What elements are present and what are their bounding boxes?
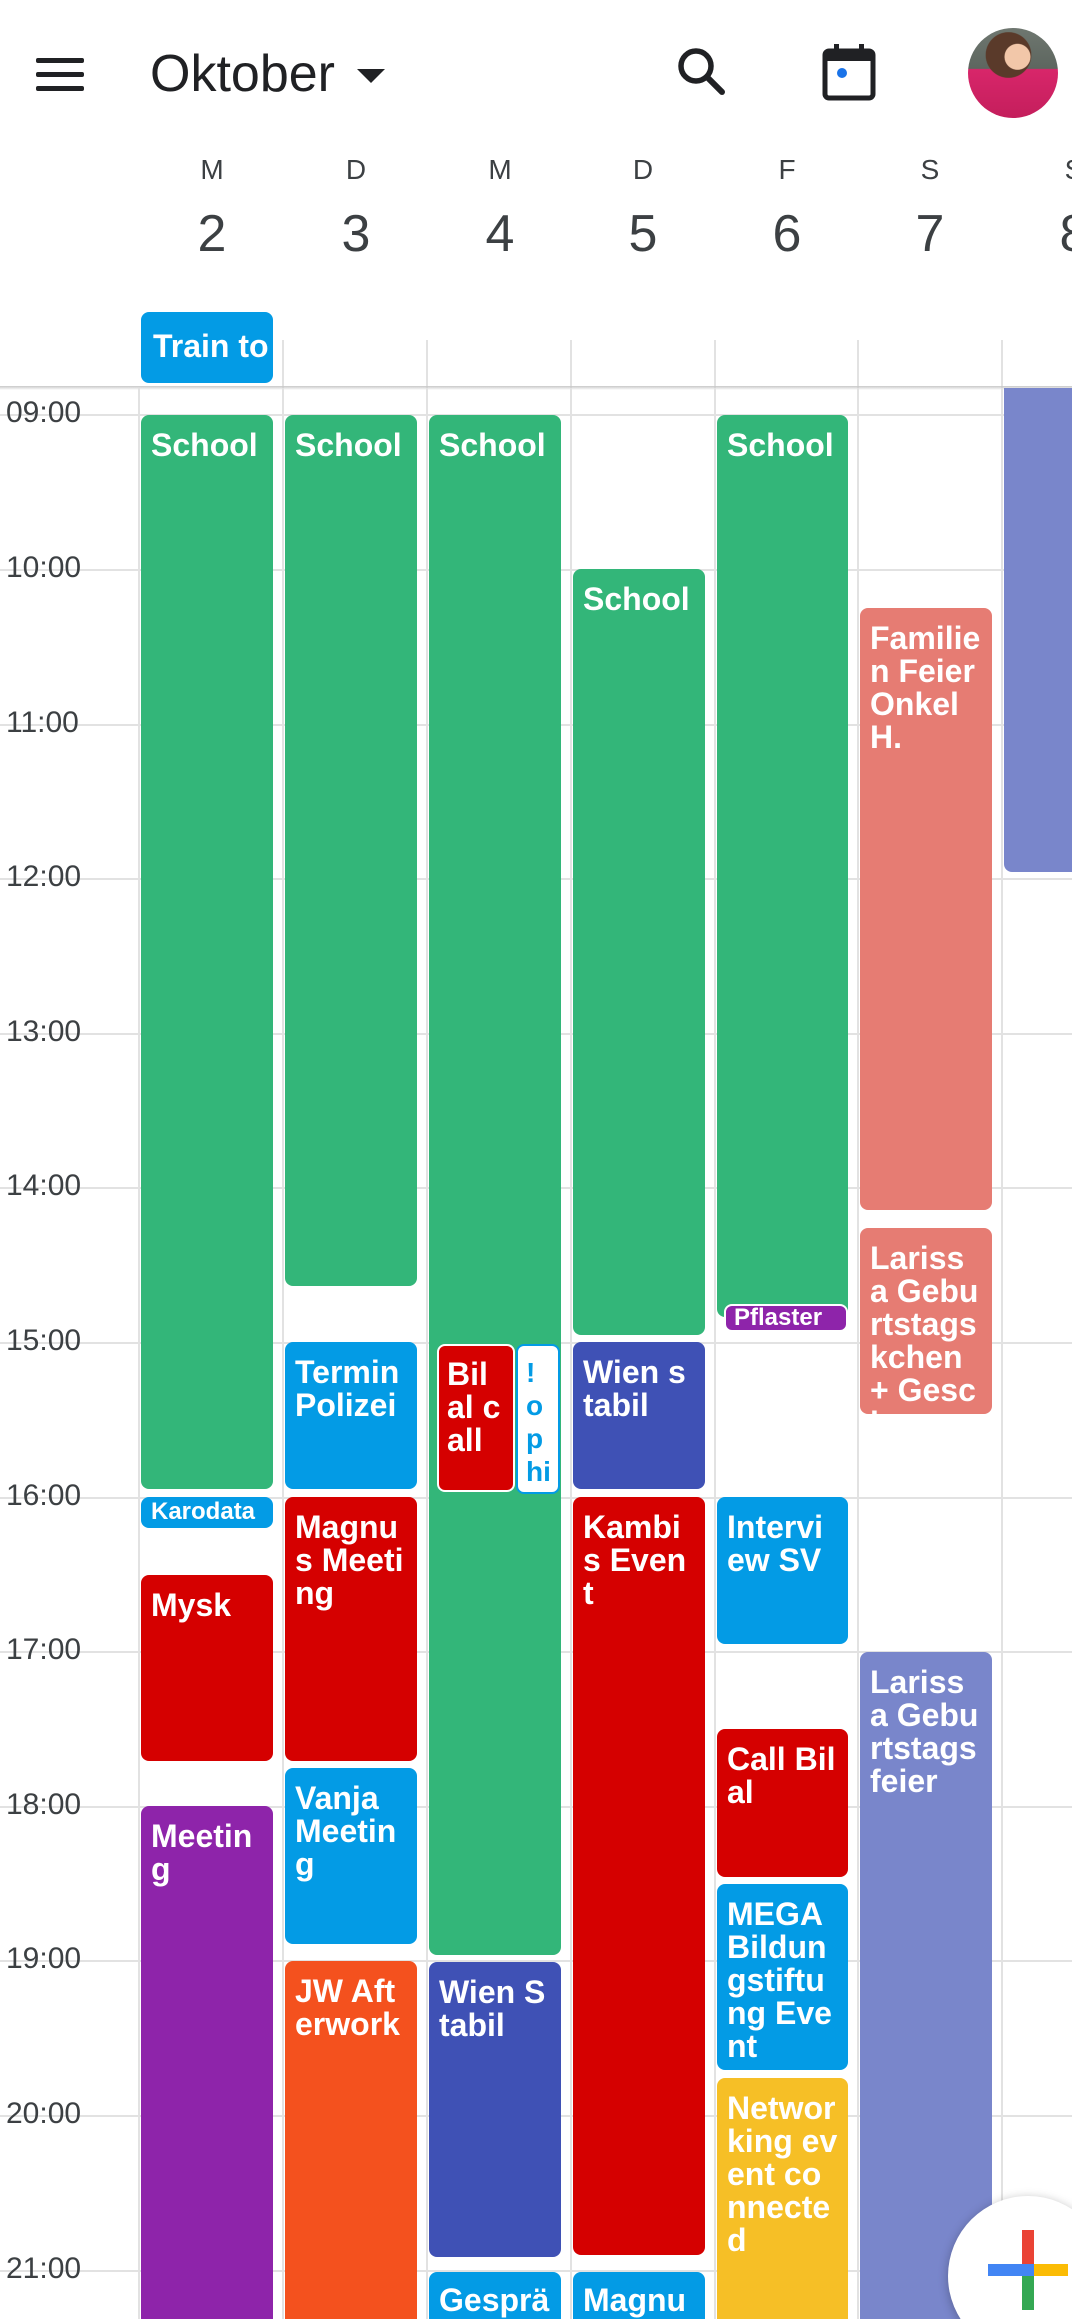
time-label: 09:00 — [6, 396, 82, 429]
event-block[interactable]: School — [717, 415, 848, 1317]
day-number: 4 — [485, 205, 515, 263]
create-event-button[interactable] — [948, 2196, 1072, 2319]
day-number: 2 — [197, 205, 227, 263]
calendar-today-icon[interactable] — [818, 40, 882, 104]
plus-icon — [988, 2230, 1068, 2310]
event-block[interactable]: Kambis Event — [573, 1497, 705, 2255]
top-app-bar: Oktober — [0, 0, 1072, 148]
day-header-tue[interactable]: D 3 — [284, 150, 428, 264]
event-block[interactable]: Karodata — [141, 1497, 273, 1528]
event-block[interactable]: Magnus Meeting — [285, 1497, 417, 1761]
event-block[interactable]: Interview SV — [717, 1497, 848, 1644]
all-day-event[interactable]: Train to — [141, 312, 273, 383]
event-block[interactable]: School — [285, 415, 417, 1286]
search-icon[interactable] — [670, 40, 734, 104]
event-block[interactable]: Networking event connected — [717, 2078, 848, 2319]
caret-down-icon — [356, 69, 385, 83]
day-header-wed[interactable]: M 4 — [428, 150, 572, 264]
all-day-row: Train to — [0, 300, 1072, 388]
day-number: 6 — [772, 205, 802, 263]
event-block[interactable]: Bilal call — [437, 1344, 515, 1492]
day-number: 3 — [341, 205, 371, 263]
time-label: 11:00 — [6, 706, 79, 739]
day-name: S — [1002, 150, 1072, 190]
event-block[interactable]: Meeting — [141, 1806, 273, 2319]
day-header-thu[interactable]: D 5 — [571, 150, 715, 264]
month-selector[interactable]: Oktober — [150, 36, 385, 112]
time-label: 21:00 — [6, 2252, 82, 2285]
day-name: F — [778, 154, 796, 185]
day-name: D — [345, 154, 367, 185]
event-block[interactable]: Wien stabil — [573, 1342, 705, 1489]
event-block[interactable]: School — [573, 569, 705, 1335]
event-block[interactable]: ! ophi — [516, 1344, 560, 1494]
event-block[interactable]: Larissa Geburtstagskchen + Gesch — [860, 1228, 992, 1414]
day-header-mon[interactable]: M 2 — [140, 150, 284, 264]
event-block[interactable]: Pflaster — [724, 1304, 848, 1332]
event-block[interactable] — [1004, 388, 1072, 872]
day-number: 8 — [1002, 204, 1072, 264]
event-block[interactable]: Vanja Meeting — [285, 1768, 417, 1944]
event-block[interactable]: Termin Polizei — [285, 1342, 417, 1489]
day-name: D — [632, 154, 654, 185]
day-header-fri[interactable]: F 6 — [715, 150, 859, 264]
avatar[interactable] — [968, 28, 1058, 118]
time-label: 16:00 — [6, 1479, 82, 1512]
time-label: 13:00 — [6, 1015, 82, 1048]
event-block[interactable]: Gesprä — [429, 2272, 561, 2319]
event-block[interactable]: Familien Feier Onkel H. — [860, 608, 992, 1210]
header-divider — [0, 386, 1072, 390]
menu-icon[interactable] — [30, 48, 94, 100]
time-label: 14:00 — [6, 1169, 82, 1202]
day-number: 7 — [915, 205, 945, 263]
day-header-sat[interactable]: S 7 — [858, 150, 1002, 264]
event-block[interactable]: Call Bilal — [717, 1729, 848, 1877]
time-label: 12:00 — [6, 860, 82, 893]
time-label: 18:00 — [6, 1788, 82, 1821]
time-label: 10:00 — [6, 551, 82, 584]
time-label: 17:00 — [6, 1633, 82, 1666]
day-number: 5 — [628, 205, 658, 263]
event-block[interactable]: MEGA Bildungstiftung Event — [717, 1884, 848, 2070]
day-name: M — [200, 154, 224, 185]
event-block[interactable]: School — [429, 415, 561, 1955]
event-block[interactable]: Magnu — [573, 2272, 705, 2319]
time-label: 20:00 — [6, 2097, 82, 2130]
month-title: Oktober — [150, 45, 335, 103]
week-time-grid: 09:00 10:00 11:00 12:00 13:00 14:00 15:0… — [0, 388, 1072, 2319]
day-header-sun[interactable]: S 8 — [1002, 150, 1072, 264]
day-name: S — [920, 154, 940, 185]
time-label: 15:00 — [6, 1324, 82, 1357]
event-block[interactable]: School — [141, 415, 273, 1489]
event-block[interactable]: JW Afterwork — [285, 1961, 417, 2319]
event-block[interactable]: Larissa Geburtstagsfeier — [860, 1652, 992, 2319]
event-block[interactable]: Wien Stabil — [429, 1962, 561, 2257]
day-name: M — [488, 154, 512, 185]
event-block[interactable]: Mysk — [141, 1575, 273, 1761]
time-label: 19:00 — [6, 1942, 82, 1975]
